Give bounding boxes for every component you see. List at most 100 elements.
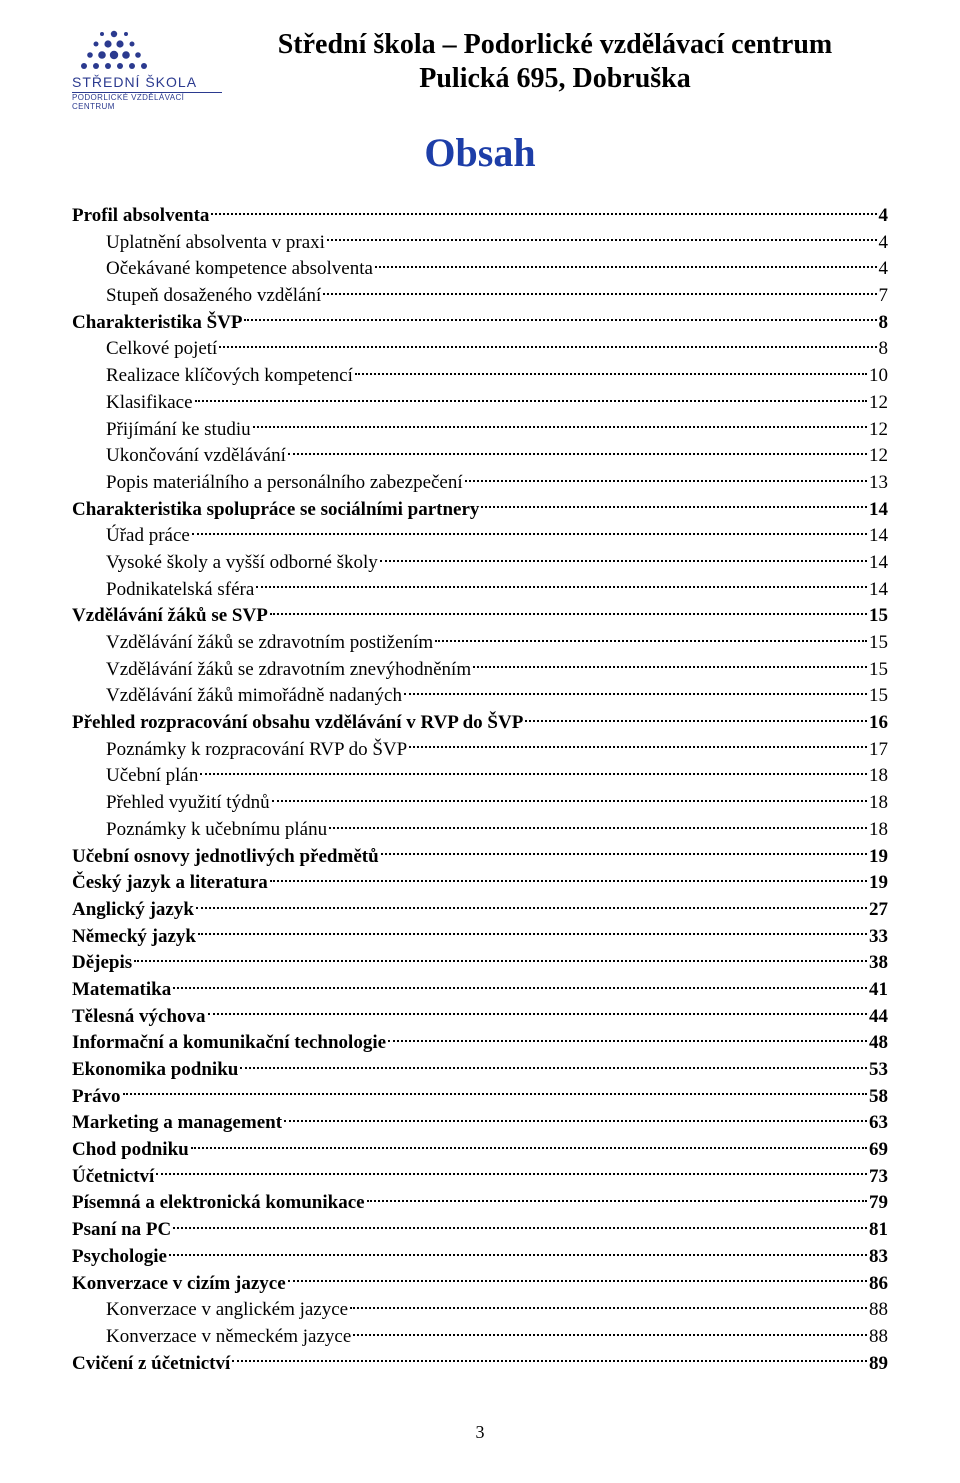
toc-row[interactable]: Konverzace v anglickém jazyce 88 — [72, 1296, 888, 1323]
toc-label: Přehled využití týdnů — [72, 791, 270, 816]
header-titles: Střední škola – Podorlické vzdělávací ce… — [222, 28, 888, 95]
toc-leader — [272, 789, 867, 808]
toc-leader — [350, 1296, 867, 1315]
toc-page: 48 — [869, 1031, 888, 1056]
toc-page: 15 — [869, 604, 888, 629]
toc-leader — [211, 202, 876, 221]
toc-row[interactable]: Popis materiálního a personálního zabezp… — [72, 469, 888, 496]
toc-page: 81 — [869, 1218, 888, 1243]
toc-row[interactable]: Charakteristika ŠVP 8 — [72, 309, 888, 336]
toc-leader — [375, 255, 877, 274]
toc-row[interactable]: Vzdělávání žáků se zdravotním znevýhodně… — [72, 656, 888, 683]
toc-row[interactable]: Tělesná výchova 44 — [72, 1003, 888, 1030]
toc-page: 16 — [869, 711, 888, 736]
toc-label: Konverzace v anglickém jazyce — [72, 1298, 348, 1323]
toc-row[interactable]: Poznámky k rozpracování RVP do ŠVP 17 — [72, 736, 888, 763]
toc-page: 14 — [869, 578, 888, 603]
toc-page: 18 — [869, 818, 888, 843]
toc-label: Cvičení z účetnictví — [72, 1352, 230, 1377]
toc-row[interactable]: Konverzace v cizím jazyce 86 — [72, 1270, 888, 1297]
toc-row[interactable]: Dějepis 38 — [72, 949, 888, 976]
toc-leader — [465, 469, 867, 488]
toc-row[interactable]: Právo 58 — [72, 1083, 888, 1110]
toc-page: 4 — [879, 231, 889, 256]
toc-row[interactable]: Cvičení z účetnictví 89 — [72, 1350, 888, 1377]
page-header: STŘEDNÍ ŠKOLA PODORLICKÉ VZDĚLÁVACÍ CENT… — [72, 28, 888, 111]
toc-row[interactable]: Matematika 41 — [72, 976, 888, 1003]
toc-label: Charakteristika ŠVP — [72, 311, 242, 336]
toc-row[interactable]: Úřad práce 14 — [72, 522, 888, 549]
toc-label: Konverzace v cizím jazyce — [72, 1272, 286, 1297]
toc-row[interactable]: Účetnictví 73 — [72, 1163, 888, 1190]
toc-label: Účetnictví — [72, 1165, 154, 1190]
toc-row[interactable]: Klasifikace 12 — [72, 389, 888, 416]
toc-row[interactable]: Přehled využití týdnů 18 — [72, 789, 888, 816]
toc-label: Uplatnění absolventa v praxi — [72, 231, 325, 256]
toc-page: 18 — [869, 791, 888, 816]
toc-row[interactable]: Učební osnovy jednotlivých předmětů 19 — [72, 843, 888, 870]
toc-label: Chod podniku — [72, 1138, 189, 1163]
toc-label: Psaní na PC — [72, 1218, 171, 1243]
toc-page: 73 — [869, 1165, 888, 1190]
toc-row[interactable]: Český jazyk a literatura 19 — [72, 869, 888, 896]
toc-row[interactable]: Celkové pojetí 8 — [72, 335, 888, 362]
toc-label: Podnikatelská sféra — [72, 578, 254, 603]
toc-row[interactable]: Učební plán 18 — [72, 762, 888, 789]
toc-row[interactable]: Přijímání ke studiu 12 — [72, 416, 888, 443]
toc-row[interactable]: Podnikatelská sféra 14 — [72, 576, 888, 603]
toc-row[interactable]: Německý jazyk 33 — [72, 923, 888, 950]
toc-leader — [270, 869, 867, 888]
toc-row[interactable]: Poznámky k učebnímu plánu 18 — [72, 816, 888, 843]
toc-leader — [123, 1083, 867, 1102]
toc-page: 44 — [869, 1005, 888, 1030]
toc-page: 69 — [869, 1138, 888, 1163]
toc-label: Přehled rozpracování obsahu vzdělávání v… — [72, 711, 523, 736]
toc-leader — [191, 1136, 867, 1155]
toc-row[interactable]: Písemná a elektronická komunikace 79 — [72, 1189, 888, 1216]
toc-page: 27 — [869, 898, 888, 923]
toc-row[interactable]: Vzdělávání žáků se SVP 15 — [72, 602, 888, 629]
toc-row[interactable]: Profil absolventa 4 — [72, 202, 888, 229]
toc-leader — [200, 762, 867, 781]
logo-dots-icon — [72, 28, 156, 72]
toc-leader — [473, 656, 867, 675]
toc-label: Ukončování vzdělávání — [72, 444, 286, 469]
toc-leader — [404, 682, 867, 701]
toc-label: Konverzace v německém jazyce — [72, 1325, 351, 1350]
toc-page: 38 — [869, 951, 888, 976]
toc-row[interactable]: Ukončování vzdělávání 12 — [72, 442, 888, 469]
toc-label: Ekonomika podniku — [72, 1058, 238, 1083]
toc-row[interactable]: Realizace klíčových kompetencí 10 — [72, 362, 888, 389]
toc-leader — [409, 736, 867, 755]
toc-page: 89 — [869, 1352, 888, 1377]
toc-label: Vzdělávání žáků se zdravotním postižením — [72, 631, 433, 656]
toc-row[interactable]: Anglický jazyk 27 — [72, 896, 888, 923]
toc-row[interactable]: Ekonomika podniku 53 — [72, 1056, 888, 1083]
toc-row[interactable]: Konverzace v německém jazyce 88 — [72, 1323, 888, 1350]
toc-page: 13 — [869, 471, 888, 496]
toc-label: Poznámky k učebnímu plánu — [72, 818, 327, 843]
toc-row[interactable]: Přehled rozpracování obsahu vzdělávání v… — [72, 709, 888, 736]
toc-leader — [192, 522, 867, 541]
toc-row[interactable]: Vzdělávání žáků se zdravotním postižením… — [72, 629, 888, 656]
toc-leader — [134, 949, 867, 968]
toc-row[interactable]: Psychologie 83 — [72, 1243, 888, 1270]
toc-page: 12 — [869, 444, 888, 469]
school-name: Střední škola – Podorlické vzdělávací ce… — [222, 28, 888, 62]
toc-row[interactable]: Vysoké školy a vyšší odborné školy 14 — [72, 549, 888, 576]
toc-page: 15 — [869, 684, 888, 709]
page-title: Obsah — [72, 129, 888, 176]
toc-row[interactable]: Charakteristika spolupráce se sociálními… — [72, 496, 888, 523]
toc-page: 8 — [879, 337, 889, 362]
toc-row[interactable]: Psaní na PC 81 — [72, 1216, 888, 1243]
toc-label: Anglický jazyk — [72, 898, 194, 923]
toc-row[interactable]: Marketing a management 63 — [72, 1109, 888, 1136]
toc-row[interactable]: Vzdělávání žáků mimořádně nadaných 15 — [72, 682, 888, 709]
toc-page: 79 — [869, 1191, 888, 1216]
toc-row[interactable]: Stupeň dosaženého vzdělání 7 — [72, 282, 888, 309]
toc-row[interactable]: Uplatnění absolventa v praxi 4 — [72, 229, 888, 256]
toc-row[interactable]: Očekávané kompetence absolventa 4 — [72, 255, 888, 282]
toc-row[interactable]: Chod podniku 69 — [72, 1136, 888, 1163]
toc-row[interactable]: Informační a komunikační technologie 48 — [72, 1029, 888, 1056]
toc-page: 33 — [869, 925, 888, 950]
